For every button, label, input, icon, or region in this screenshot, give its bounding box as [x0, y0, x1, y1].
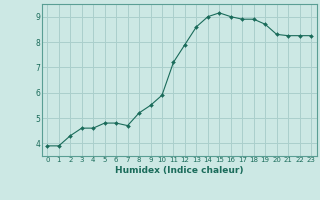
X-axis label: Humidex (Indice chaleur): Humidex (Indice chaleur)	[115, 166, 244, 175]
